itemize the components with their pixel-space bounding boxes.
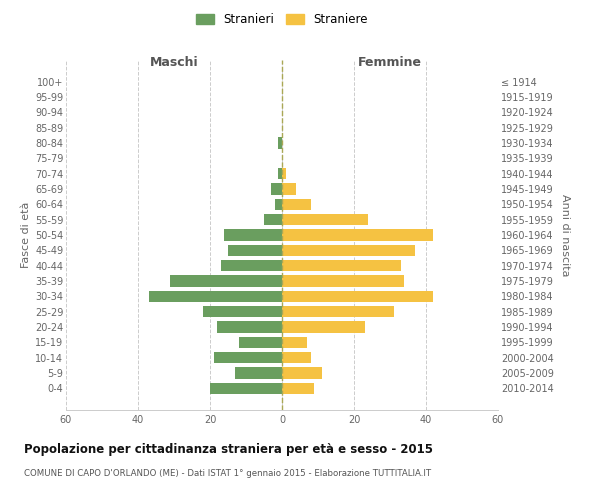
Bar [217, 322, 282, 333]
Text: Maschi: Maschi [149, 56, 199, 70]
Bar [271, 183, 282, 194]
Bar [264, 214, 282, 226]
Bar [282, 229, 433, 241]
Bar [275, 198, 282, 210]
Bar [203, 306, 282, 318]
Bar [282, 244, 415, 256]
Bar [278, 168, 282, 179]
Bar [282, 183, 296, 194]
Bar [239, 336, 282, 348]
Bar [228, 244, 282, 256]
Bar [282, 168, 286, 179]
Bar [282, 336, 307, 348]
Bar [282, 276, 404, 287]
Bar [282, 260, 401, 272]
Bar [278, 137, 282, 148]
Bar [282, 368, 322, 379]
Bar [149, 290, 282, 302]
Bar [282, 382, 314, 394]
Bar [282, 214, 368, 226]
Y-axis label: Anni di nascita: Anni di nascita [560, 194, 571, 276]
Bar [235, 368, 282, 379]
Bar [282, 352, 311, 364]
Bar [282, 322, 365, 333]
Text: COMUNE DI CAPO D'ORLANDO (ME) - Dati ISTAT 1° gennaio 2015 - Elaborazione TUTTIT: COMUNE DI CAPO D'ORLANDO (ME) - Dati IST… [24, 469, 431, 478]
Bar [224, 229, 282, 241]
Legend: Stranieri, Straniere: Stranieri, Straniere [191, 8, 373, 31]
Bar [282, 198, 311, 210]
Bar [214, 352, 282, 364]
Y-axis label: Fasce di età: Fasce di età [20, 202, 31, 268]
Bar [210, 382, 282, 394]
Bar [221, 260, 282, 272]
Text: Femmine: Femmine [358, 56, 422, 70]
Bar [282, 306, 394, 318]
Bar [170, 276, 282, 287]
Text: Popolazione per cittadinanza straniera per età e sesso - 2015: Popolazione per cittadinanza straniera p… [24, 442, 433, 456]
Bar [282, 290, 433, 302]
